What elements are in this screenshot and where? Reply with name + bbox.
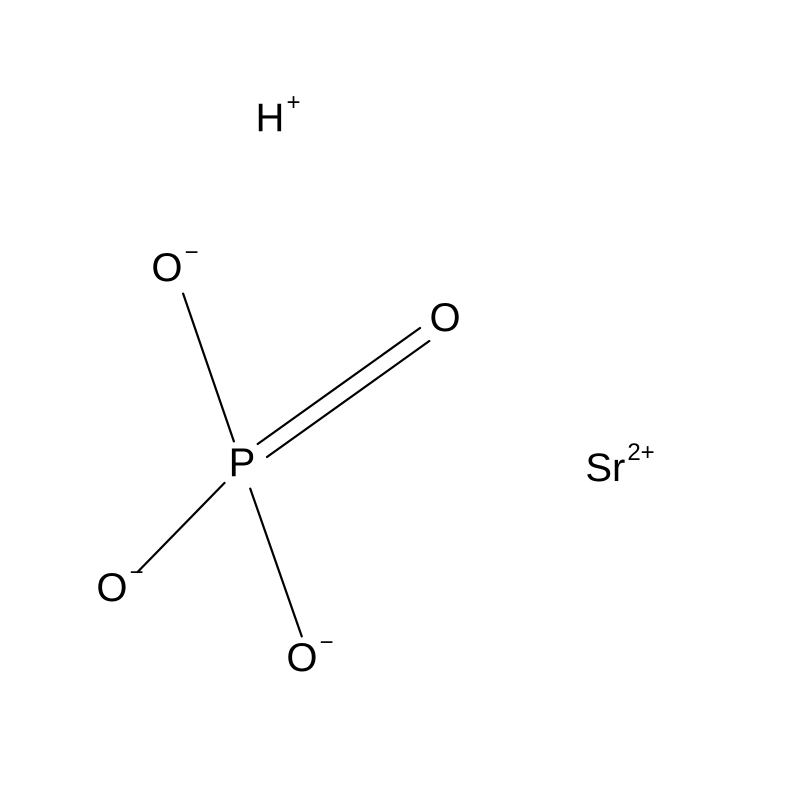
atom-charge: − [320,629,334,656]
atom-label: H+ [256,89,301,139]
atom-H: H+ [256,89,301,139]
bond-line [183,294,234,442]
atom-label: O− [151,239,198,289]
atom-symbol: O [96,566,127,610]
bonds-layer [137,294,429,637]
atom-charge: + [286,89,300,116]
bond-line [267,341,429,457]
atom-O2: O− [96,559,143,609]
atom-symbol: H [256,96,285,140]
atom-P: P [229,441,256,485]
atom-label: P [229,441,256,485]
atom-symbol: Sr [585,446,625,490]
atom-label: O [429,296,460,340]
atom-symbol: O [429,296,460,340]
atom-O4: O [429,296,460,340]
atoms-layer: PO−O−O−OH+Sr2+ [96,89,654,679]
atom-O3: O− [286,629,333,679]
bond-line [137,483,224,572]
atom-symbol: O [286,636,317,680]
atom-symbol: O [151,246,182,290]
bond-line [258,328,420,444]
bond-line [250,489,302,637]
atom-label: O− [96,559,143,609]
molecule-diagram: PO−O−O−OH+Sr2+ [0,0,800,800]
atom-charge: 2+ [627,439,654,466]
atom-label: Sr2+ [585,439,654,489]
atom-label: O− [286,629,333,679]
atom-symbol: P [229,441,256,485]
atom-Sr: Sr2+ [585,439,654,489]
atom-O1: O− [151,239,198,289]
atom-charge: − [185,239,199,266]
atom-charge: − [130,559,144,586]
